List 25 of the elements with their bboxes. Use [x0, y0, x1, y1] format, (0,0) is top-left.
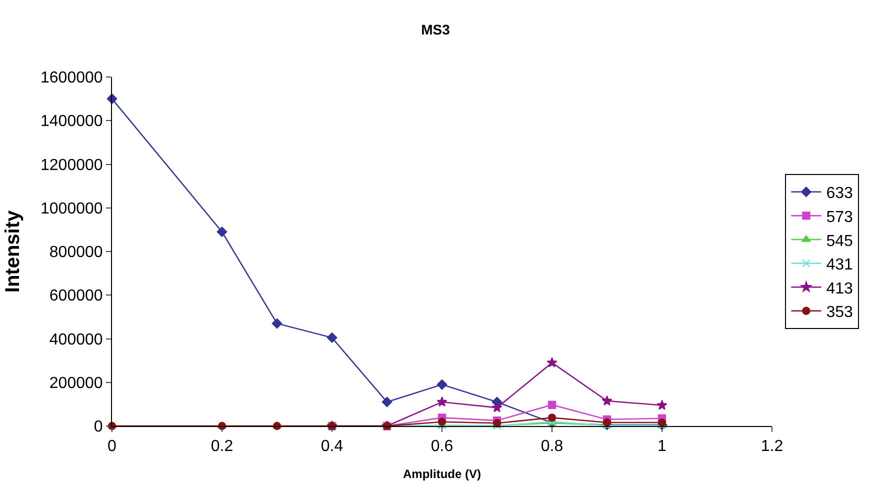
x-tick-label: 0.8: [540, 438, 564, 456]
legend-label: 633: [826, 185, 853, 202]
y-tick-label: 1000000: [40, 200, 103, 218]
y-tick-label: 1400000: [40, 113, 103, 130]
y-tick-label: 400000: [49, 331, 103, 348]
y-axis-title: Intensity: [2, 210, 24, 293]
y-tick-label: 600000: [49, 288, 103, 305]
y-tick-label: 0: [94, 418, 103, 436]
legend-label: 545: [826, 232, 853, 250]
x-tick-label: 0: [108, 438, 117, 456]
y-tick-label: 800000: [49, 244, 103, 262]
y-tick-label: 1200000: [40, 156, 103, 174]
y-tick-label: 1600000: [40, 70, 103, 87]
x-tick-label: 1.2: [760, 438, 784, 456]
chart-title: MS3: [421, 21, 450, 38]
legend-label: 353: [826, 304, 853, 322]
x-tick-label: 0.6: [430, 438, 454, 456]
x-tick-label: 0.4: [320, 438, 344, 456]
x-axis-title: Amplitude (V): [403, 467, 481, 482]
legend-label: 573: [826, 208, 853, 226]
legend-label: 413: [826, 280, 853, 298]
x-tick-label: 0.2: [210, 438, 234, 456]
x-tick-label: 1: [658, 438, 667, 456]
y-tick-label: 200000: [49, 374, 103, 392]
legend-label: 431: [826, 256, 853, 274]
